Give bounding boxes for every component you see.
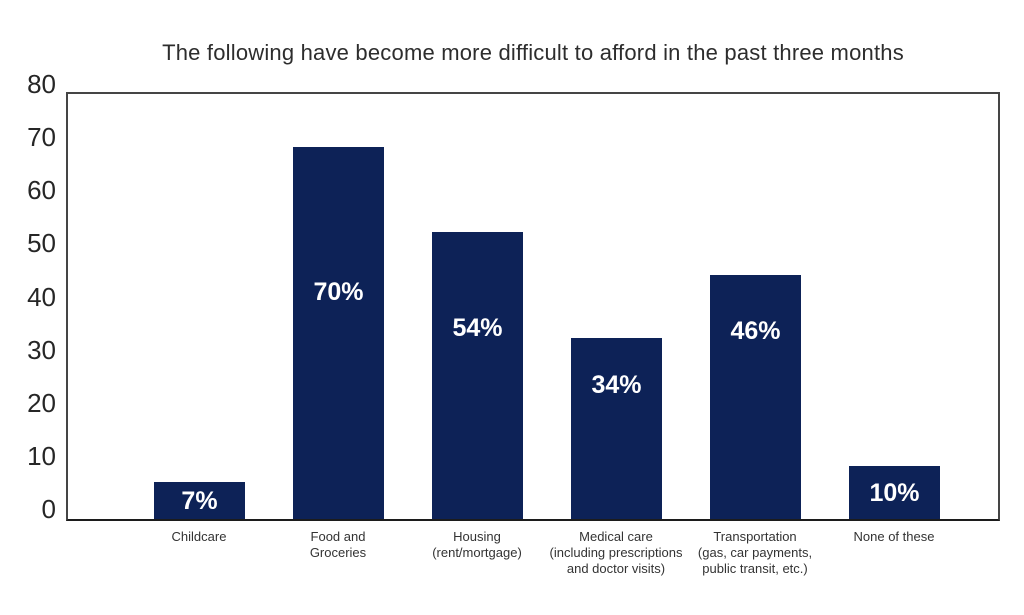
x-category-label: None of these: [853, 529, 935, 544]
bar: 54%: [432, 232, 523, 519]
y-tick-label: 80: [27, 69, 56, 99]
bar: 46%: [710, 275, 801, 519]
x-category-label: Housing (rent/mortgage): [432, 529, 522, 560]
bar: 10%: [849, 466, 940, 519]
x-category-label: Transportation (gas, car payments, publi…: [697, 529, 813, 576]
y-tick-label: 40: [27, 281, 56, 312]
bar: 70%: [293, 147, 384, 519]
y-tick-label: 60: [27, 175, 56, 206]
chart-title: The following have become more difficult…: [162, 40, 904, 65]
bar-value-label: 34%: [591, 371, 642, 399]
bar: 7%: [154, 482, 245, 519]
x-axis: Childcare Food and Groceries Housing (rent…: [68, 529, 998, 599]
plot-area: 7% 70% 54% 34% 46% 10%: [66, 92, 1000, 521]
y-tick-label: 30: [27, 334, 56, 365]
bar-value-label: 10%: [869, 479, 920, 507]
y-tick-label: 0: [41, 494, 56, 524]
bar: 34%: [571, 338, 662, 519]
bar-value-label: 46%: [730, 317, 781, 345]
x-category-label: Medical care (including prescriptions an…: [549, 529, 683, 576]
y-tick-label: 20: [27, 387, 56, 418]
x-category-label: Childcare: [171, 529, 227, 544]
y-axis: 0 10 20 30 40 50 60 70 80: [0, 71, 56, 524]
x-category-label: Food and Groceries: [309, 529, 367, 560]
bar-value-label: 7%: [181, 487, 218, 515]
bar-value-label: 54%: [452, 314, 503, 342]
y-tick-label: 10: [27, 440, 56, 471]
y-tick-label: 70: [27, 122, 56, 153]
bar-value-label: 70%: [313, 278, 364, 306]
y-tick-label: 50: [27, 228, 56, 259]
